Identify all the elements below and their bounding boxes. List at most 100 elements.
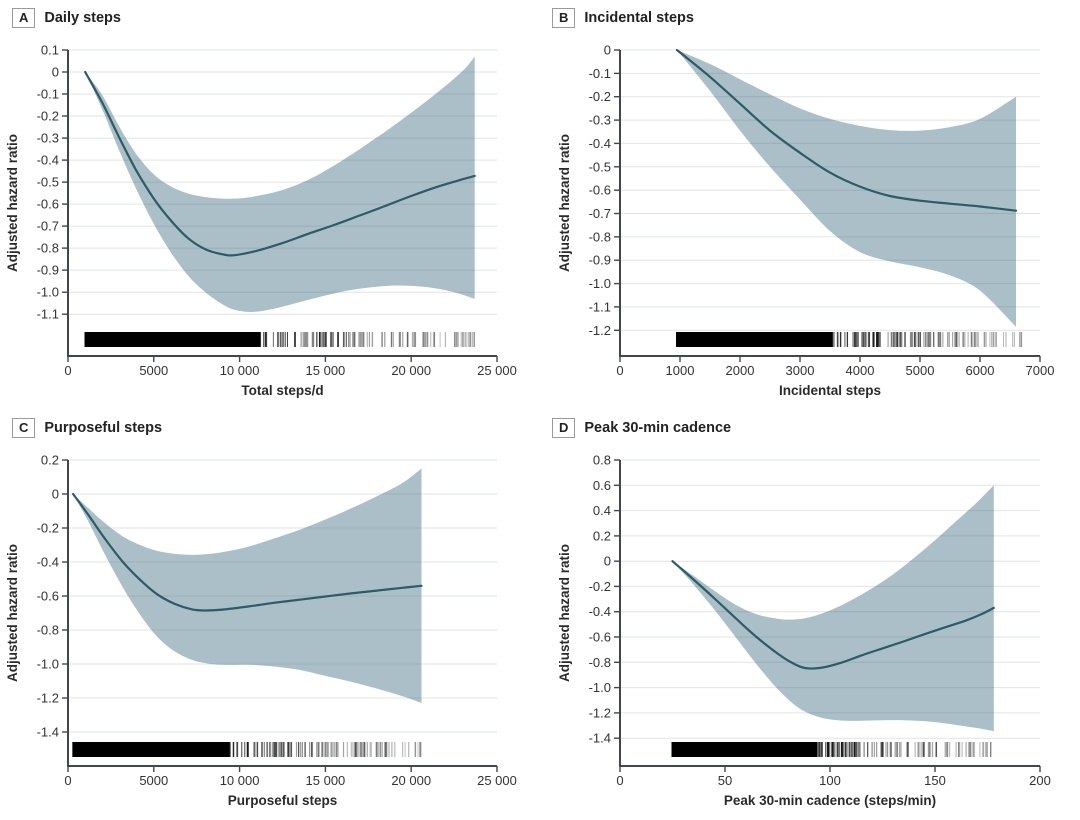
y-tick-label: -0.8 — [589, 655, 611, 670]
x-tick-label: 0 — [616, 363, 623, 378]
y-tick-label: -0.7 — [37, 219, 59, 234]
y-tick-label: 0.2 — [41, 453, 59, 468]
panel-letter-b: B — [552, 8, 576, 28]
rug-plot — [676, 332, 1023, 347]
y-tick-label: -0.6 — [37, 589, 59, 604]
x-tick-label: 15 000 — [306, 363, 346, 378]
panel-peak-cadence: D Peak 30-min cadence 0.8 0.6 0.4 0.2 0 -0.2 -… — [540, 410, 1080, 820]
y-tick-label: -0.5 — [589, 159, 611, 174]
rug-plot — [671, 742, 992, 757]
y-tick-label: -0.4 — [37, 555, 59, 570]
panel-letter-c: C — [12, 418, 36, 438]
y-tick-label: -0.5 — [37, 175, 59, 190]
panel-title-peak-cadence: Peak 30-min cadence — [584, 420, 732, 436]
y-tick-label: -0.7 — [589, 206, 611, 221]
panel-letter-a: A — [12, 8, 36, 28]
panel-header: C Purposeful steps — [12, 418, 162, 438]
y-tick-label: -0.2 — [37, 521, 59, 536]
x-tick-label: 2000 — [726, 363, 755, 378]
y-tick-label: -0.6 — [589, 630, 611, 645]
confidence-band — [85, 56, 475, 313]
x-tick-label: 0 — [64, 773, 71, 788]
panel-header: D Peak 30-min cadence — [552, 418, 731, 438]
x-tick-label: 10 000 — [220, 363, 260, 378]
hazard-curve — [675, 48, 1018, 212]
x-tick-label: 0 — [616, 773, 623, 788]
y-tick-label: 0.1 — [41, 43, 59, 58]
y-tick-label: -1.1 — [37, 307, 59, 322]
y-tick-label: 0 — [604, 554, 611, 569]
y-tick-label: 0 — [604, 43, 611, 58]
x-tick-label: 15 000 — [306, 773, 346, 788]
x-tick-label: 6000 — [966, 363, 995, 378]
panel-header: A Daily steps — [12, 8, 121, 28]
x-tick-label: 150 — [924, 773, 946, 788]
chart-purposeful-steps: 0.2 0 -0.2 -0.4 -0.6 -0.8 -1.0 -1.2 -1.4 0 5000 10 … — [5, 453, 517, 809]
y-tick-label: -1.0 — [589, 276, 611, 291]
y-tick-label: -0.2 — [589, 579, 611, 594]
confidence-band — [677, 50, 1016, 327]
chart-peak-cadence: 0.8 0.6 0.4 0.2 0 -0.2 -0.4 -0.6 -0.8 -1.0 -1.2 -1.… — [557, 453, 1051, 809]
y-tick-label: 0 — [52, 65, 59, 80]
x-tick-label: 10 000 — [220, 773, 260, 788]
panel-title-purposeful-steps: Purposeful steps — [44, 420, 163, 436]
rug-plot — [84, 332, 476, 347]
hazard-curve — [671, 560, 995, 670]
x-tick-label: 5000 — [906, 363, 935, 378]
x-tick-label: 5000 — [139, 363, 168, 378]
y-tick-label: -1.4 — [37, 725, 59, 740]
y-axis-title: Adjusted hazard ratio — [557, 134, 572, 272]
y-tick-label: -0.8 — [589, 229, 611, 244]
x-axis-title: Total steps/d — [241, 383, 323, 398]
y-tick-label: -0.8 — [37, 623, 59, 638]
y-tick-label: -1.2 — [589, 705, 611, 720]
y-tick-label: 0 — [52, 487, 59, 502]
x-axis-title: Incidental steps — [779, 383, 881, 398]
x-tick-label: 20 000 — [391, 773, 431, 788]
y-tick-label: -0.9 — [37, 263, 59, 278]
y-tick-label: -0.6 — [37, 197, 59, 212]
y-tick-label: -1.2 — [37, 691, 59, 706]
y-axis-title: Adjusted hazard ratio — [557, 544, 572, 682]
y-tick-label: -1.0 — [37, 285, 59, 300]
x-tick-label: 50 — [718, 773, 732, 788]
chart-incidental-steps: 0 -0.1 -0.2 -0.3 -0.4 -0.5 -0.6 -0.7 -0.8 -0.9 -1.… — [557, 43, 1055, 399]
y-tick-label: -0.2 — [589, 89, 611, 104]
panel-header: B Incidental steps — [552, 8, 694, 28]
chart-daily-steps: 0.1 0 -0.1 -0.2 -0.3 -0.4 -0.5 -0.6 -0.7 -0.8 -0.9… — [5, 43, 517, 399]
rug-plot — [72, 742, 422, 757]
y-tick-label: 0.4 — [593, 503, 611, 518]
x-axis-title: Peak 30-min cadence (steps/min) — [724, 793, 936, 808]
y-tick-label: 0.2 — [593, 528, 611, 543]
y-tick-label: 0.8 — [593, 453, 611, 468]
panel-incidental-steps: B Incidental steps 0 -0.1 -0.2 -0.3 -0.4 -0.5… — [540, 0, 1080, 410]
x-tick-label: 0 — [64, 363, 71, 378]
x-tick-label: 1000 — [666, 363, 695, 378]
y-tick-label: -0.4 — [589, 604, 611, 619]
panel-purposeful-steps: C Purposeful steps 0.2 0 -0.2 -0.4 -0.6 -0.8 -… — [0, 410, 540, 820]
x-tick-label: 5000 — [139, 773, 168, 788]
y-tick-label: 0.6 — [593, 478, 611, 493]
y-tick-label: -0.9 — [589, 253, 611, 268]
panel-letter-d: D — [552, 418, 576, 438]
y-tick-label: -1.1 — [589, 299, 611, 314]
hazard-curve — [84, 70, 476, 257]
x-tick-label: 3000 — [786, 363, 815, 378]
y-tick-label: -0.3 — [589, 113, 611, 128]
y-tick-label: -1.0 — [37, 657, 59, 672]
y-axis-title: Adjusted hazard ratio — [5, 544, 20, 682]
x-tick-label: 20 000 — [391, 363, 431, 378]
y-tick-label: -0.8 — [37, 241, 59, 256]
x-axis-title: Purposeful steps — [228, 793, 338, 808]
x-tick-label: 200 — [1029, 773, 1051, 788]
x-tick-label: 25 000 — [477, 363, 517, 378]
y-tick-label: -0.2 — [37, 109, 59, 124]
y-tick-label: -0.1 — [37, 87, 59, 102]
y-tick-label: -0.1 — [589, 66, 611, 81]
y-tick-label: -1.4 — [589, 731, 611, 746]
x-tick-label: 7000 — [1026, 363, 1055, 378]
x-tick-label: 4000 — [846, 363, 875, 378]
y-axis-title: Adjusted hazard ratio — [5, 134, 20, 272]
panel-title-incidental-steps: Incidental steps — [584, 10, 694, 26]
